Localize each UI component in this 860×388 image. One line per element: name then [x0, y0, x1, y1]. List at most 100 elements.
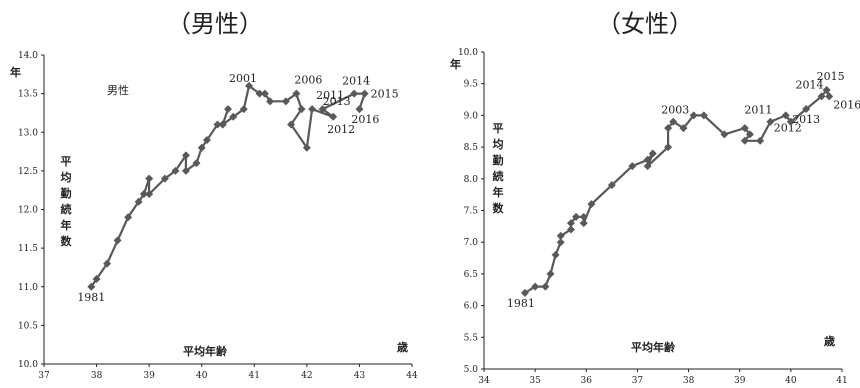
y-tick-label: 12.5	[18, 167, 38, 177]
x-unit-label: 歳	[397, 340, 408, 354]
data-point-marker	[556, 231, 565, 240]
y-tick-label: 8.0	[464, 175, 479, 185]
data-point-marker	[113, 236, 122, 245]
data-point-marker	[546, 269, 555, 278]
data-point-marker	[822, 86, 831, 95]
data-point-marker	[541, 282, 550, 291]
data-point-marker	[740, 124, 749, 133]
y-tick-label: 10.5	[18, 321, 38, 331]
data-point-marker	[192, 159, 201, 168]
y-axis-title: 平均勤続年数	[61, 155, 73, 248]
data-point-marker	[566, 225, 575, 234]
series-line	[90, 84, 367, 288]
y-tick-label: 9.5	[464, 80, 479, 90]
data-point-year-label: 2006	[294, 74, 322, 87]
data-point-marker	[648, 149, 657, 158]
data-point-marker	[679, 124, 688, 133]
x-tick-label: 37	[632, 376, 644, 386]
data-point-marker	[643, 162, 652, 171]
data-point-marker	[579, 219, 588, 228]
x-tick-label: 38	[91, 371, 103, 381]
data-point-year-label: 2013	[792, 113, 820, 126]
y-tick-label: 13.0	[18, 128, 38, 138]
data-point-marker	[607, 181, 616, 190]
x-tick-label: 39	[734, 376, 746, 386]
data-point-year-label: 1981	[77, 291, 105, 304]
data-point-marker	[318, 105, 327, 114]
x-tick-label: 40	[785, 376, 797, 386]
data-point-year-label: 2011	[316, 89, 344, 102]
x-tick-label: 39	[143, 371, 155, 381]
data-point-marker	[355, 105, 364, 114]
x-tick-label: 34	[478, 376, 490, 386]
data-point-marker	[572, 212, 581, 221]
y-tick-label: 12.0	[18, 206, 38, 216]
data-point-marker	[139, 190, 148, 199]
data-point-marker	[556, 238, 565, 247]
data-point-marker	[740, 136, 749, 145]
data-point-marker	[266, 97, 275, 106]
data-point-marker	[329, 112, 338, 121]
data-point-marker	[181, 151, 190, 160]
data-point-marker	[566, 219, 575, 228]
male-chart: 10.0 10.5 11.0 11.5 12.0 12.5 13.0 13.5 14.0 37 38…	[10, 51, 418, 381]
y-tick-label: 11.5	[18, 244, 38, 254]
y-tick-label: 5.0	[464, 365, 479, 375]
y-axis-title: 平均勤続年数	[493, 122, 505, 215]
data-point-marker	[281, 97, 290, 106]
data-point-year-label: 2012	[774, 121, 802, 134]
data-point-marker	[308, 105, 317, 114]
data-point-marker	[664, 124, 673, 133]
data-point-marker	[287, 120, 296, 129]
x-tick-label: 37	[38, 371, 50, 381]
x-axis-title: 平均年齢	[631, 340, 676, 354]
y-tick-label: 14.0	[18, 51, 38, 61]
male-panel-title: （男性）	[167, 10, 263, 38]
data-point-marker	[92, 275, 101, 284]
data-point-marker	[181, 166, 190, 175]
series-name-label: 男性	[107, 83, 129, 97]
data-point-marker	[202, 135, 211, 144]
data-point-marker	[134, 197, 143, 206]
x-tick-label: 41	[249, 371, 260, 381]
y-unit-label: 年	[10, 65, 21, 79]
x-unit-label: 歳	[824, 334, 835, 348]
x-tick-label: 41	[836, 376, 847, 386]
y-unit-label: 年	[450, 57, 461, 71]
data-point-year-label: 2015	[817, 70, 845, 83]
y-tick-label: 6.0	[464, 302, 479, 312]
data-point-marker	[531, 282, 540, 291]
x-axis-title: 平均年齢	[183, 344, 228, 358]
male-chart-panel: （男性） 10.0 10.5 11.0 11.5 12.0 12.5 13.0 13.5 14.…	[10, 10, 418, 381]
y-tick-label: 7.0	[464, 238, 479, 248]
y-tick-label: 6.5	[464, 270, 479, 280]
female-chart: 5.0 5.5 6.0 6.5 7.0 7.5 8.0 8.5 9.0 9.5 10.0 34 35 36…	[450, 48, 860, 386]
data-point-marker	[245, 81, 254, 90]
x-tick-label: 36	[581, 376, 593, 386]
data-point-marker	[103, 259, 112, 268]
data-point-marker	[350, 89, 359, 98]
x-tick-label: 38	[683, 376, 695, 386]
data-point-year-label: 1981	[507, 297, 535, 310]
data-point-marker	[520, 288, 529, 297]
data-point-marker	[643, 155, 652, 164]
data-point-year-label: 2014	[796, 78, 824, 91]
data-point-marker	[213, 120, 222, 129]
data-point-marker	[579, 212, 588, 221]
x-tick-label: 42	[301, 371, 312, 381]
data-point-marker	[302, 143, 311, 152]
data-point-marker	[224, 105, 232, 114]
data-point-marker	[239, 105, 248, 114]
data-point-marker	[171, 166, 180, 175]
data-point-marker	[87, 282, 96, 291]
data-point-marker	[720, 130, 729, 139]
female-chart-panel: （女性） 5.0 5.5 6.0 6.5 7.0 7.5 8.0 8.5 9.0 9.5 10.0 3…	[430, 0, 860, 388]
data-point-year-label: 2016	[833, 98, 860, 111]
data-point-year-label: 2013	[323, 95, 351, 108]
data-point-marker	[802, 105, 811, 114]
data-point-marker	[145, 190, 154, 199]
data-point-year-label: 2016	[351, 113, 379, 126]
y-tick-label: 8.5	[464, 143, 479, 153]
data-point-marker	[255, 89, 264, 98]
y-tick-label: 11.0	[18, 283, 38, 293]
